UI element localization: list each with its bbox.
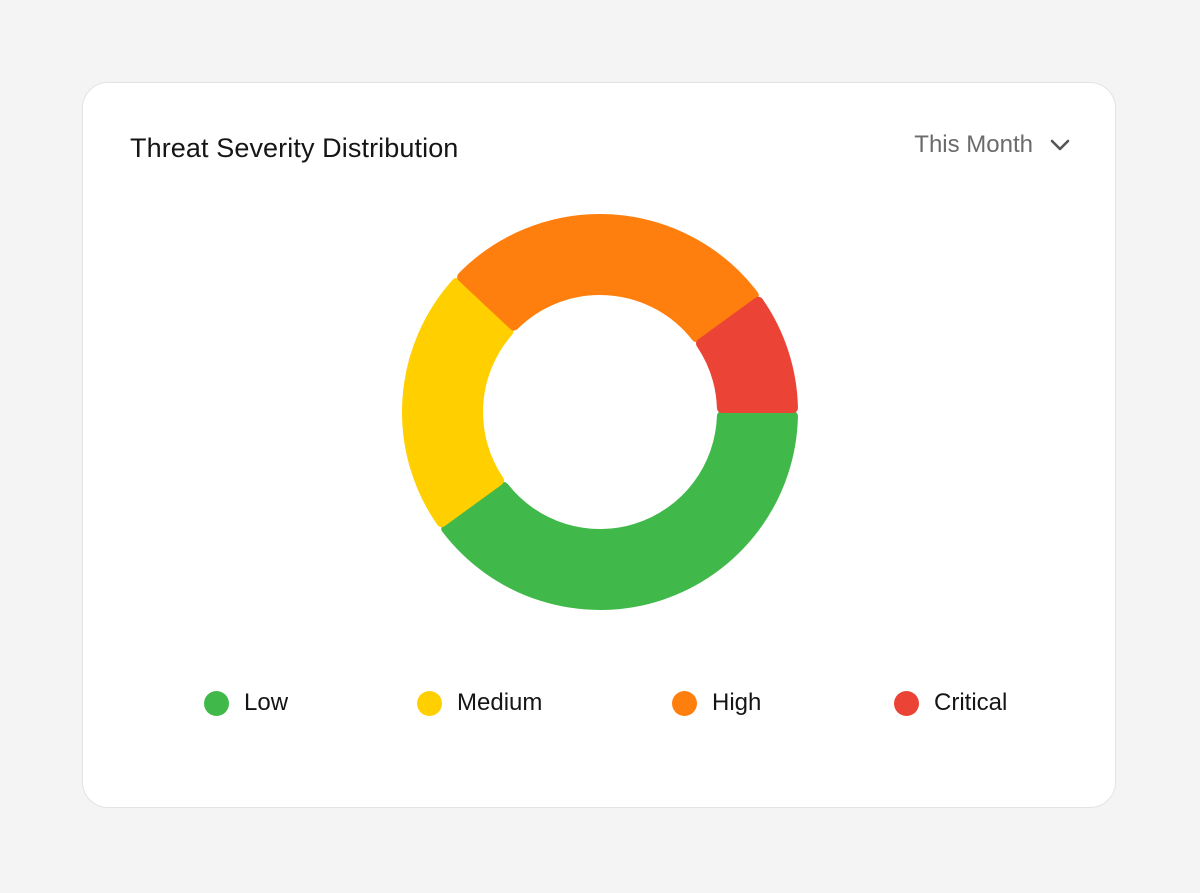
donut-slice-low[interactable] <box>441 411 798 610</box>
legend-item-low: Low <box>204 689 288 717</box>
legend-label-critical: Critical <box>934 689 1008 716</box>
donut-slice-high[interactable] <box>457 214 759 343</box>
period-select-dropdown[interactable]: This Month <box>914 131 1071 159</box>
legend-label-medium: Medium <box>457 689 543 716</box>
legend-item-medium: Medium <box>417 689 542 717</box>
legend-label-high: High <box>712 689 762 716</box>
card-title: Threat Severity Distribution <box>130 133 459 163</box>
donut-slice-medium[interactable] <box>402 277 514 528</box>
legend-swatch-low <box>204 690 229 716</box>
legend-swatch-critical <box>894 690 919 716</box>
chevron-down-icon <box>1049 138 1071 152</box>
legend-swatch-high <box>672 690 697 716</box>
legend-swatch-medium <box>417 690 442 716</box>
legend-label-low: Low <box>244 689 289 716</box>
chart-legend: Low Medium High Critical <box>83 689 1115 725</box>
threat-severity-card: Threat Severity Distribution This Month … <box>82 82 1116 808</box>
donut-chart <box>402 214 798 610</box>
legend-item-high: High <box>672 689 761 717</box>
donut-slice-critical[interactable] <box>696 296 798 413</box>
period-select-value: This Month <box>914 131 1033 158</box>
legend-item-critical: Critical <box>894 689 1007 717</box>
